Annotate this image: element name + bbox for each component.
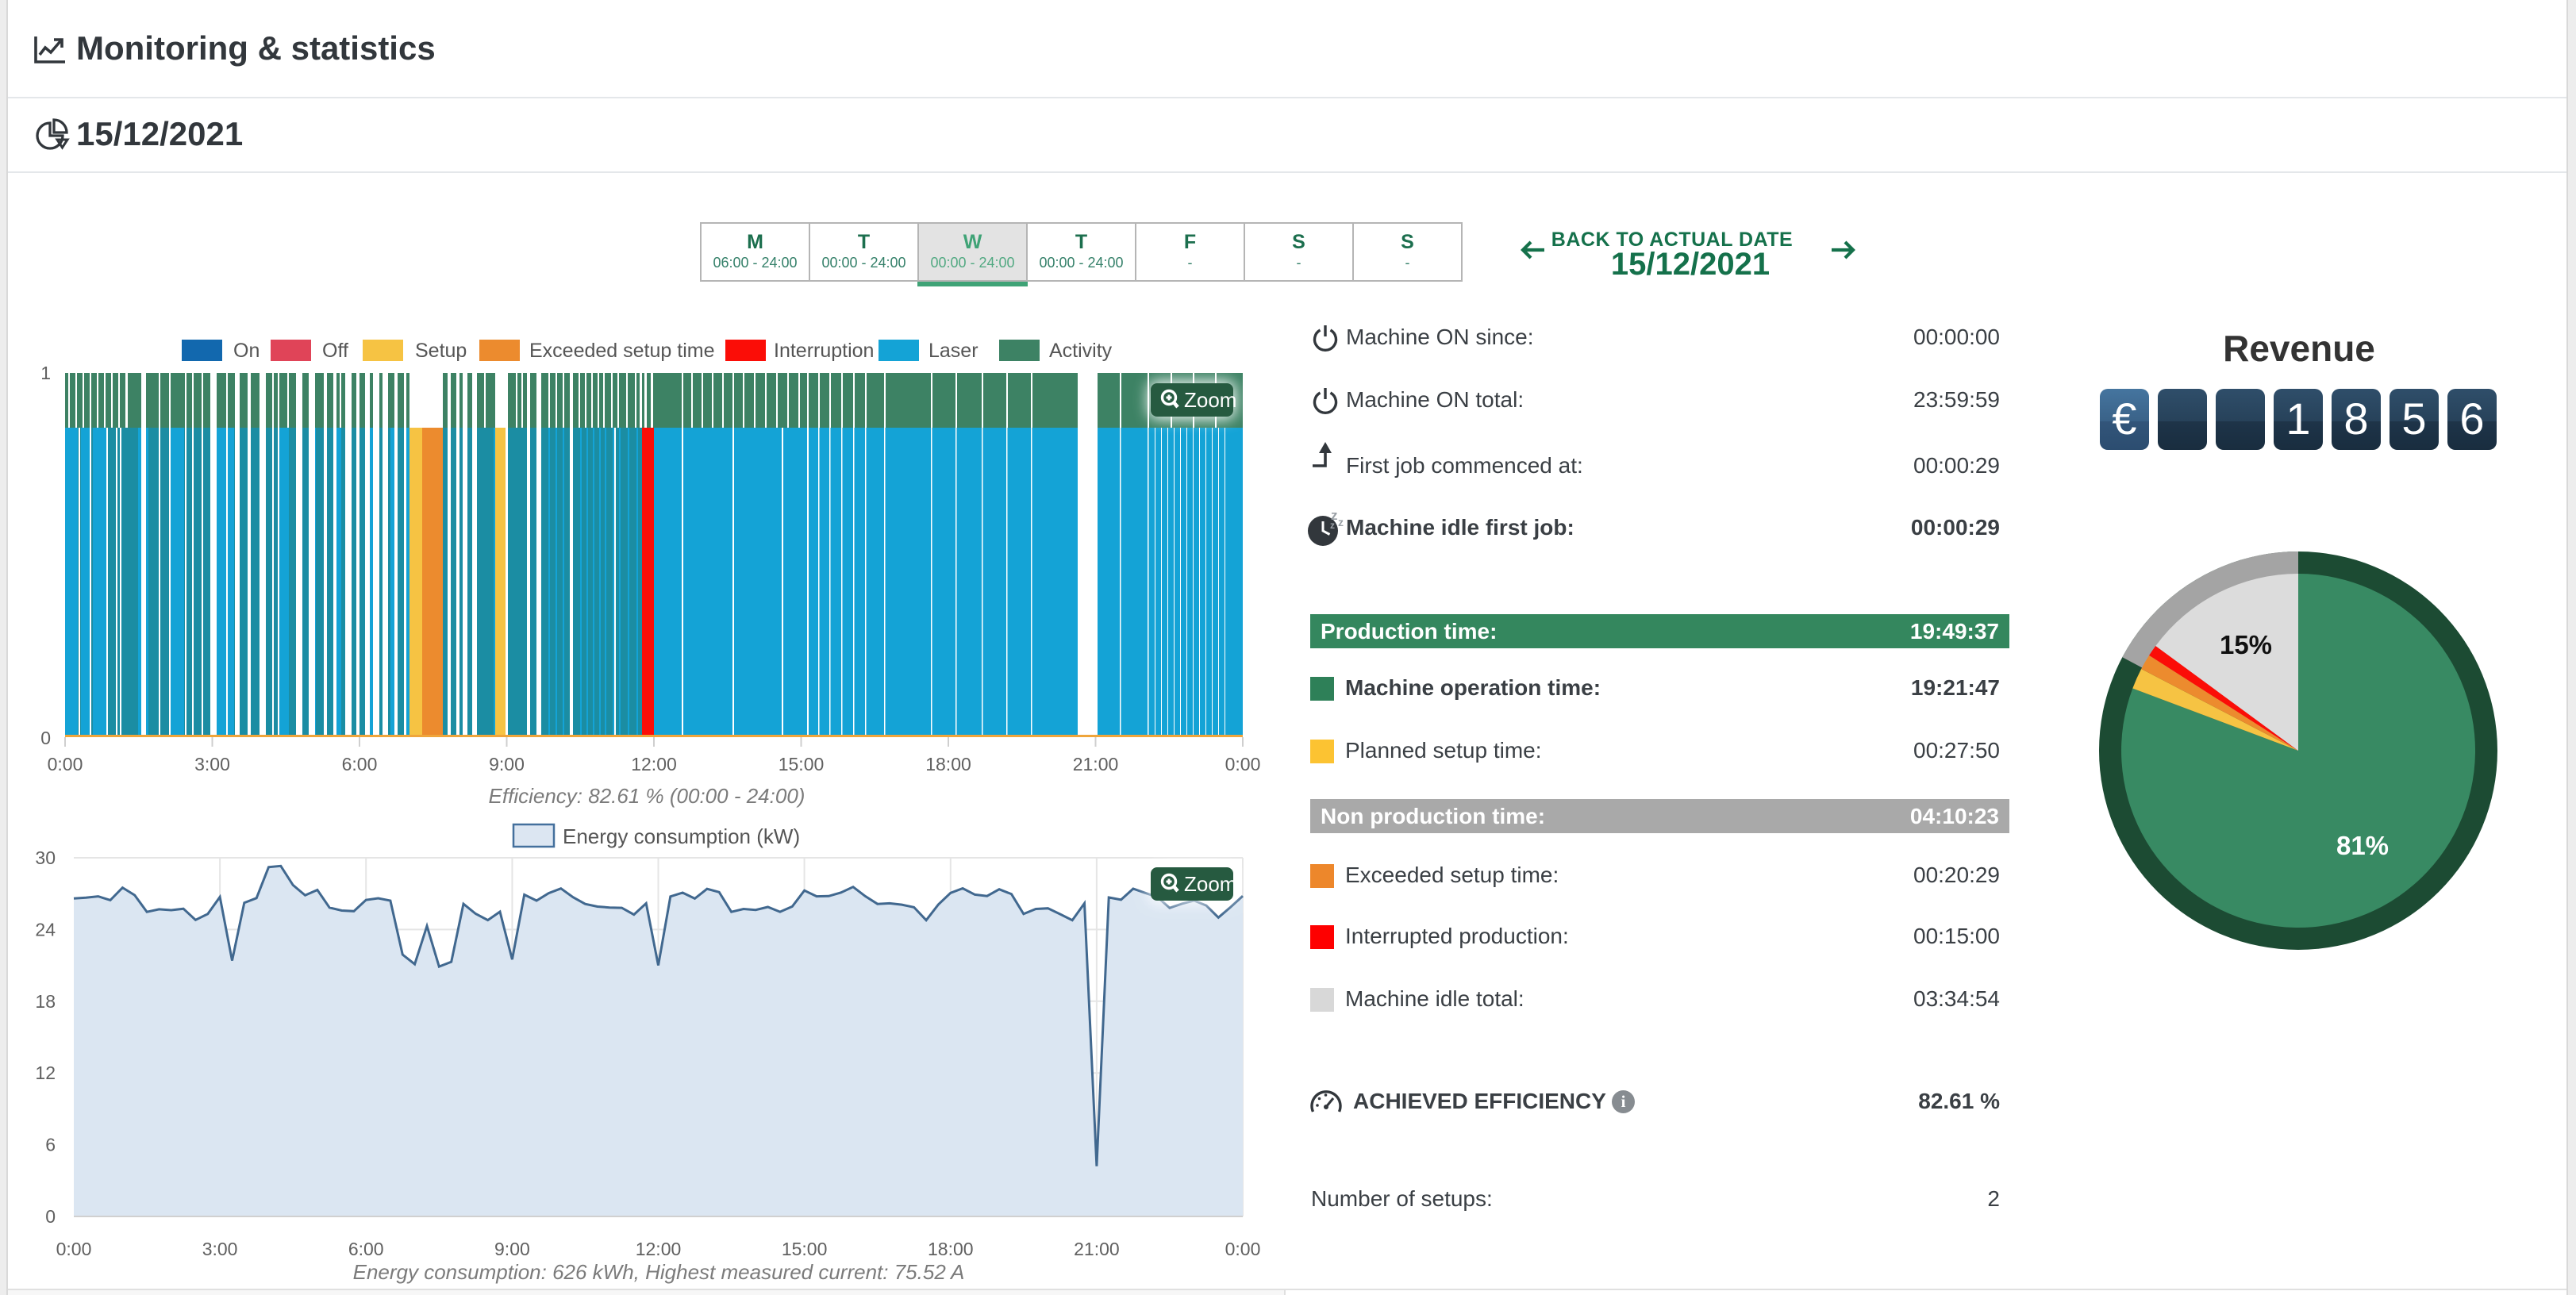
svg-text:z: z	[1338, 516, 1344, 528]
svg-text:9:00: 9:00	[489, 754, 525, 774]
svg-text:3:00: 3:00	[202, 1239, 238, 1259]
svg-text:6: 6	[45, 1135, 56, 1155]
svg-text:15%: 15%	[2220, 630, 2272, 659]
svg-text:0: 0	[40, 728, 51, 748]
svg-text:z: z	[1331, 509, 1338, 523]
svg-text:18:00: 18:00	[928, 1239, 974, 1259]
svg-text:30: 30	[35, 847, 56, 868]
svg-text:15:00: 15:00	[779, 754, 825, 774]
svg-text:9:00: 9:00	[494, 1239, 530, 1259]
svg-text:6:00: 6:00	[342, 754, 378, 774]
svg-text:Zoom: Zoom	[1184, 872, 1236, 896]
svg-text:15:00: 15:00	[782, 1239, 828, 1259]
svg-text:z: z	[1330, 520, 1335, 531]
svg-text:21:00: 21:00	[1073, 754, 1119, 774]
svg-text:On: On	[233, 340, 260, 362]
svg-text:0:00: 0:00	[1225, 754, 1261, 774]
svg-text:Energy consumption: 626 kWh, H: Energy consumption: 626 kWh, Highest mea…	[353, 1260, 965, 1284]
svg-text:0: 0	[45, 1206, 56, 1227]
svg-text:Interruption: Interruption	[774, 340, 874, 362]
svg-text:Exceeded setup time: Exceeded setup time	[529, 340, 714, 362]
svg-text:0:00: 0:00	[48, 754, 83, 774]
svg-text:3:00: 3:00	[194, 754, 230, 774]
svg-text:Laser: Laser	[929, 340, 978, 362]
svg-text:21:00: 21:00	[1074, 1239, 1120, 1259]
svg-text:12:00: 12:00	[631, 754, 677, 774]
svg-text:6:00: 6:00	[348, 1239, 384, 1259]
svg-text:12:00: 12:00	[636, 1239, 682, 1259]
svg-text:0:00: 0:00	[1225, 1239, 1261, 1259]
svg-text:0:00: 0:00	[56, 1239, 92, 1259]
svg-text:Setup: Setup	[415, 340, 467, 362]
svg-text:18:00: 18:00	[925, 754, 971, 774]
svg-text:Zoom: Zoom	[1184, 388, 1236, 412]
svg-text:1: 1	[40, 363, 51, 383]
svg-text:81%: 81%	[2336, 831, 2389, 860]
svg-text:Efficiency: 82.61 % (00:00 - 2: Efficiency: 82.61 % (00:00 - 24:00)	[489, 784, 805, 808]
svg-text:12: 12	[35, 1063, 56, 1083]
svg-text:18: 18	[35, 991, 56, 1012]
svg-text:Activity: Activity	[1049, 340, 1113, 362]
svg-text:24: 24	[35, 919, 56, 940]
svg-text:Off: Off	[322, 340, 348, 362]
svg-text:Energy consumption (kW): Energy consumption (kW)	[563, 824, 800, 848]
